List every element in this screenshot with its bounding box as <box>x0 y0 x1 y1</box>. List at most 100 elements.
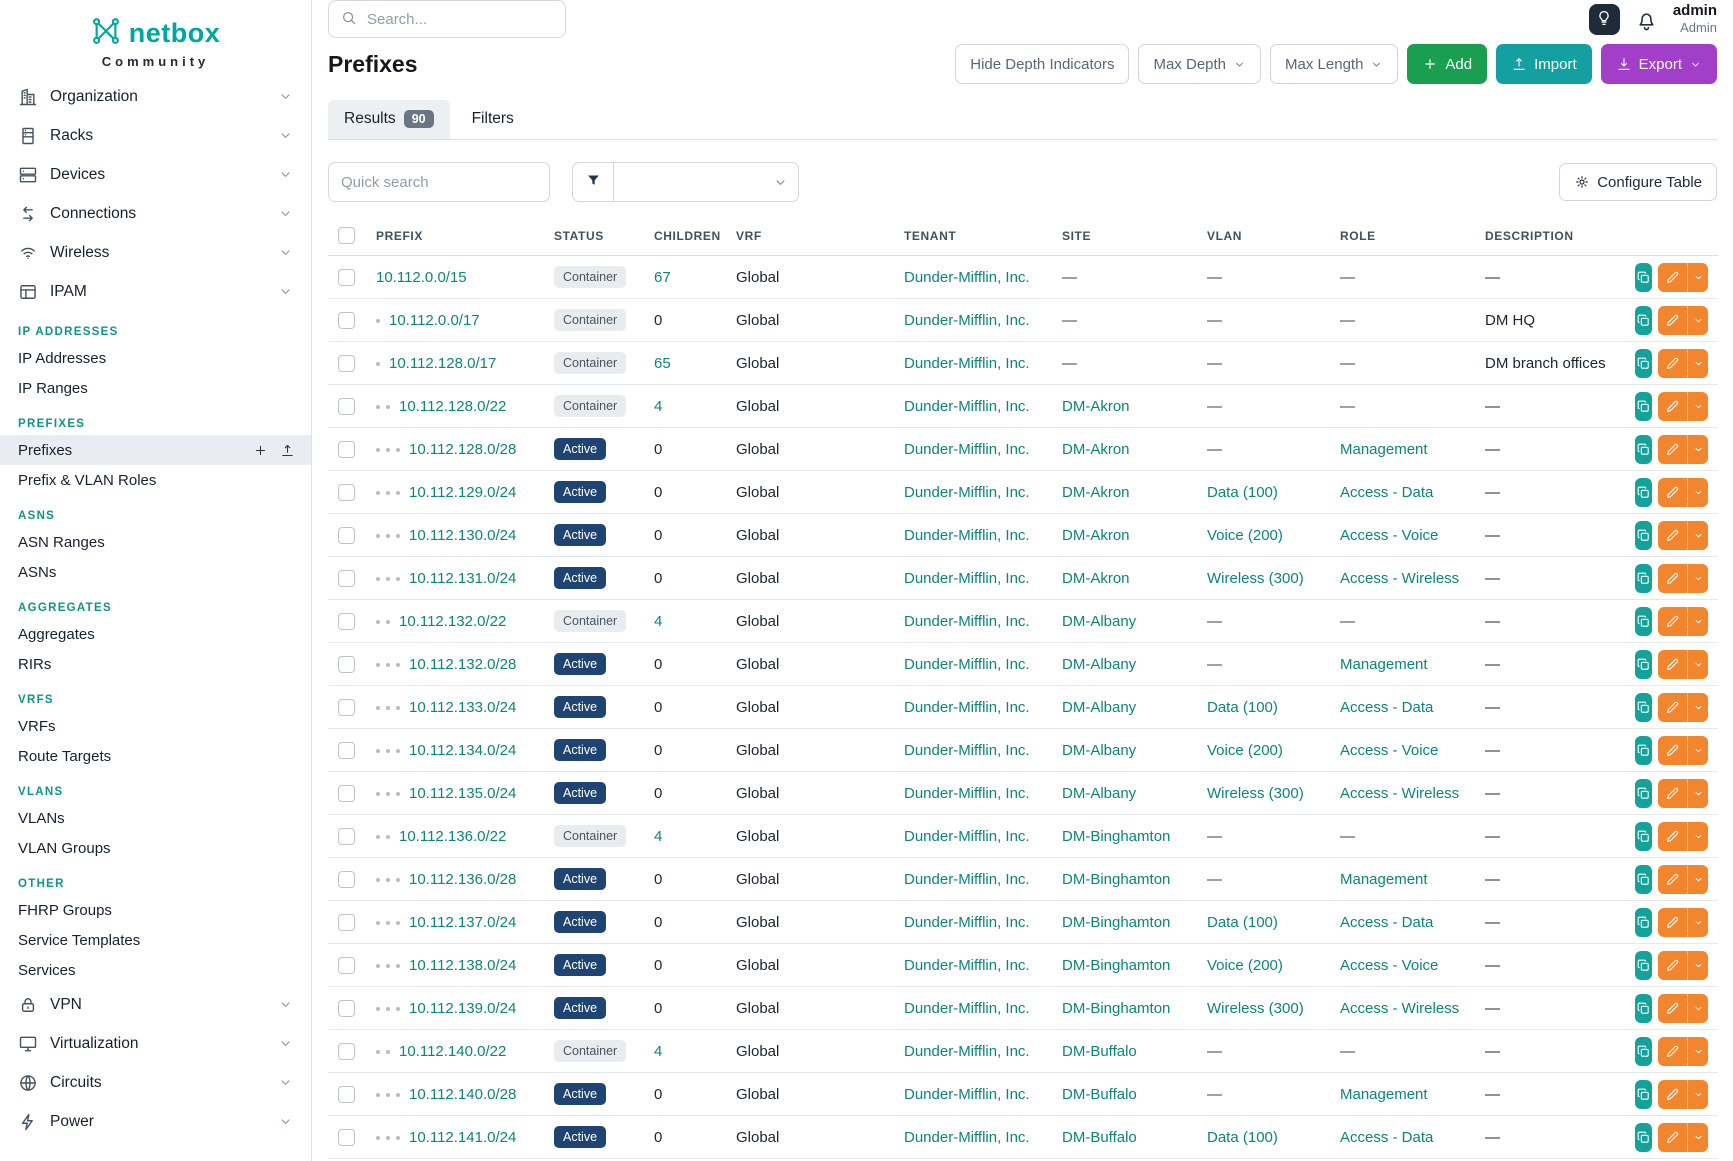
quick-search-input[interactable] <box>328 162 550 202</box>
tenant-link[interactable]: Dunder-Mifflin, Inc. <box>904 311 1030 329</box>
sidebar-item-fhrp-groups[interactable]: FHRP Groups <box>0 895 311 925</box>
copy-button[interactable] <box>1635 864 1652 894</box>
copy-button[interactable] <box>1635 907 1652 937</box>
tenant-link[interactable]: Dunder-Mifflin, Inc. <box>904 268 1030 286</box>
sidebar-item-wireless[interactable]: Wireless <box>0 233 311 272</box>
row-actions-dropdown[interactable] <box>1687 262 1708 292</box>
tenant-link[interactable]: Dunder-Mifflin, Inc. <box>904 870 1030 888</box>
edit-button[interactable] <box>1658 864 1687 894</box>
children-count-link[interactable]: 4 <box>654 1042 663 1060</box>
edit-button[interactable] <box>1658 735 1687 765</box>
site-link[interactable]: DM-Binghamton <box>1062 956 1171 974</box>
copy-button[interactable] <box>1635 262 1652 292</box>
tenant-link[interactable]: Dunder-Mifflin, Inc. <box>904 999 1030 1017</box>
tenant-link[interactable]: Dunder-Mifflin, Inc. <box>904 397 1030 415</box>
site-link[interactable]: DM-Binghamton <box>1062 827 1171 845</box>
sidebar-item-ip-ranges[interactable]: IP Ranges <box>0 373 311 403</box>
prefix-link[interactable]: 10.112.0.0/17 <box>389 311 480 329</box>
tenant-link[interactable]: Dunder-Mifflin, Inc. <box>904 913 1030 931</box>
row-checkbox[interactable] <box>338 913 355 931</box>
copy-button[interactable] <box>1635 391 1652 421</box>
export-button[interactable]: Export <box>1600 44 1717 84</box>
edit-button[interactable] <box>1658 907 1687 937</box>
prefix-link[interactable]: 10.112.132.0/28 <box>409 655 517 673</box>
column-header-site[interactable]: SITE <box>1052 216 1197 256</box>
prefix-link[interactable]: 10.112.138.0/24 <box>409 956 517 974</box>
sidebar-item-asn-ranges[interactable]: ASN Ranges <box>0 527 311 557</box>
tenant-link[interactable]: Dunder-Mifflin, Inc. <box>904 655 1030 673</box>
hide-depth-indicators-button[interactable]: Hide Depth Indicators <box>955 44 1130 84</box>
prefix-link[interactable]: 10.112.134.0/24 <box>409 741 517 759</box>
site-link[interactable]: DM-Albany <box>1062 612 1137 630</box>
max-length-dropdown[interactable]: Max Length <box>1270 44 1399 84</box>
row-checkbox[interactable] <box>338 1085 355 1103</box>
row-checkbox[interactable] <box>338 999 355 1017</box>
role-link[interactable]: Access - Wireless <box>1340 784 1460 802</box>
edit-button[interactable] <box>1658 262 1687 292</box>
vlan-link[interactable]: Wireless (300) <box>1207 999 1304 1017</box>
row-actions-dropdown[interactable] <box>1687 1079 1708 1109</box>
tenant-link[interactable]: Dunder-Mifflin, Inc. <box>904 741 1030 759</box>
role-link[interactable]: Management <box>1340 655 1428 673</box>
site-link[interactable]: DM-Albany <box>1062 741 1137 759</box>
site-link[interactable]: DM-Akron <box>1062 526 1130 544</box>
copy-button[interactable] <box>1635 950 1652 980</box>
prefix-link[interactable]: 10.112.137.0/24 <box>409 913 517 931</box>
row-checkbox[interactable] <box>338 268 355 286</box>
row-checkbox[interactable] <box>338 483 355 501</box>
site-link[interactable]: DM-Buffalo <box>1062 1085 1137 1103</box>
row-checkbox[interactable] <box>338 397 355 415</box>
vlan-link[interactable]: Voice (200) <box>1207 956 1283 974</box>
prefix-link[interactable]: 10.112.132.0/22 <box>399 612 507 630</box>
tenant-link[interactable]: Dunder-Mifflin, Inc. <box>904 483 1030 501</box>
copy-button[interactable] <box>1635 434 1652 464</box>
prefix-link[interactable]: 10.112.131.0/24 <box>409 569 517 587</box>
copy-button[interactable] <box>1635 821 1652 851</box>
role-link[interactable]: Access - Wireless <box>1340 569 1460 587</box>
edit-button[interactable] <box>1658 305 1687 335</box>
sidebar-item-asns[interactable]: ASNs <box>0 557 311 587</box>
row-checkbox[interactable] <box>338 354 355 372</box>
edit-button[interactable] <box>1658 606 1687 636</box>
copy-button[interactable] <box>1635 1036 1652 1066</box>
edit-button[interactable] <box>1658 1079 1687 1109</box>
vlan-link[interactable]: Wireless (300) <box>1207 784 1304 802</box>
row-checkbox[interactable] <box>338 784 355 802</box>
vlan-link[interactable]: Voice (200) <box>1207 741 1283 759</box>
vlan-link[interactable]: Data (100) <box>1207 913 1278 931</box>
sidebar-item-prefix-vlan-roles[interactable]: Prefix & VLAN Roles <box>0 465 311 495</box>
prefix-link[interactable]: 10.112.0.0/15 <box>376 268 467 286</box>
row-checkbox[interactable] <box>338 655 355 673</box>
sidebar-item-service-templates[interactable]: Service Templates <box>0 925 311 955</box>
add-button[interactable]: Add <box>1407 44 1488 84</box>
copy-button[interactable] <box>1635 649 1652 679</box>
edit-button[interactable] <box>1658 1036 1687 1066</box>
column-header-role[interactable]: ROLE <box>1330 216 1475 256</box>
children-count-link[interactable]: 4 <box>654 612 663 630</box>
row-actions-dropdown[interactable] <box>1687 434 1708 464</box>
sidebar-item-services[interactable]: Services <box>0 955 311 985</box>
row-checkbox[interactable] <box>338 440 355 458</box>
copy-button[interactable] <box>1635 606 1652 636</box>
copy-button[interactable] <box>1635 993 1652 1023</box>
row-checkbox[interactable] <box>338 526 355 544</box>
role-link[interactable]: Management <box>1340 870 1428 888</box>
sidebar-item-racks[interactable]: Racks <box>0 116 311 155</box>
sidebar-item-connections[interactable]: Connections <box>0 194 311 233</box>
prefix-link[interactable]: 10.112.135.0/24 <box>409 784 517 802</box>
site-link[interactable]: DM-Akron <box>1062 569 1130 587</box>
column-header-prefix[interactable]: PREFIX <box>366 216 544 256</box>
vlan-link[interactable]: Voice (200) <box>1207 526 1283 544</box>
tenant-link[interactable]: Dunder-Mifflin, Inc. <box>904 612 1030 630</box>
tenant-link[interactable]: Dunder-Mifflin, Inc. <box>904 698 1030 716</box>
row-actions-dropdown[interactable] <box>1687 692 1708 722</box>
row-actions-dropdown[interactable] <box>1687 606 1708 636</box>
sidebar-item-vrfs[interactable]: VRFs <box>0 711 311 741</box>
edit-button[interactable] <box>1658 778 1687 808</box>
row-actions-dropdown[interactable] <box>1687 1036 1708 1066</box>
sidebar-item-ipam[interactable]: IPAM <box>0 272 311 311</box>
tenant-link[interactable]: Dunder-Mifflin, Inc. <box>904 526 1030 544</box>
column-header-children[interactable]: CHILDREN <box>644 216 726 256</box>
edit-button[interactable] <box>1658 649 1687 679</box>
copy-button[interactable] <box>1635 1122 1652 1152</box>
